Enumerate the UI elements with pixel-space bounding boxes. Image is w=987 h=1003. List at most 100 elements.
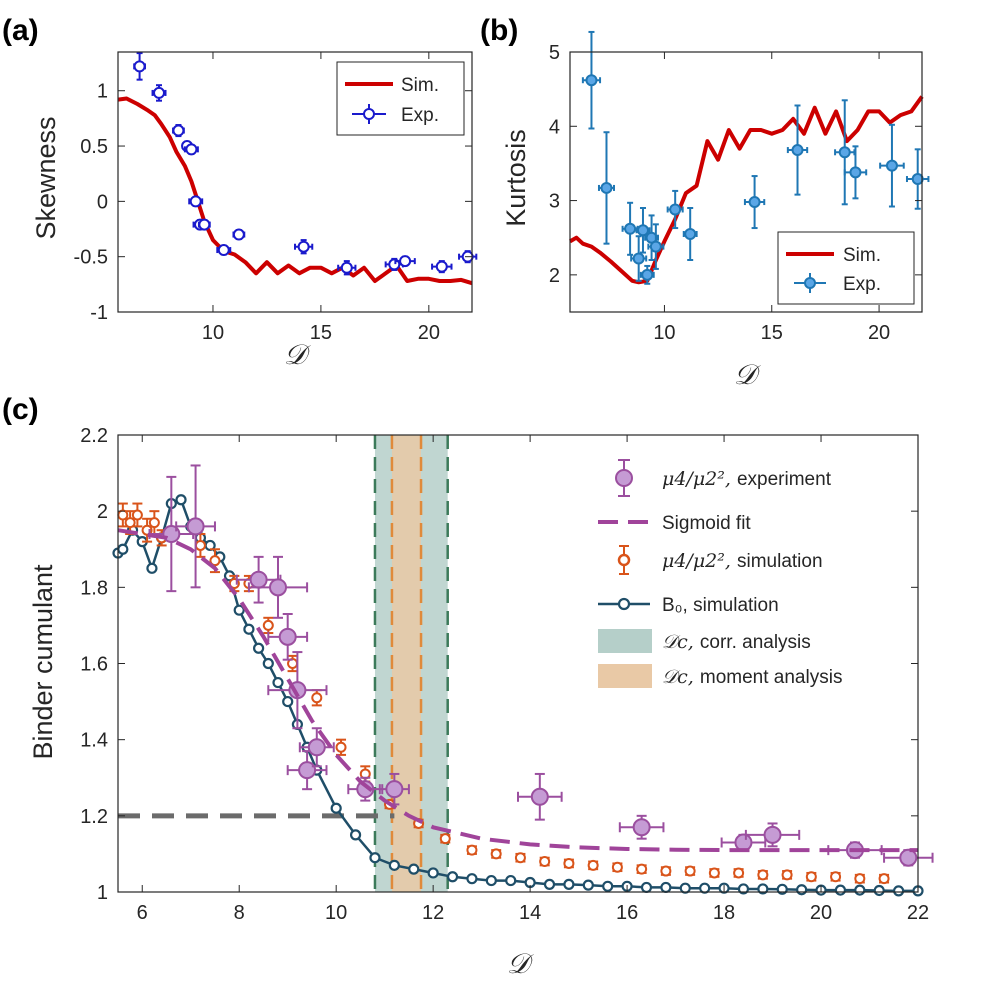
data-point-a bbox=[399, 255, 412, 268]
b0-marker bbox=[834, 884, 847, 896]
data-point-sim-c bbox=[335, 741, 347, 753]
data-point-exp-c bbox=[763, 825, 782, 844]
b0-marker bbox=[582, 879, 594, 891]
data-point-sim-c bbox=[611, 861, 623, 873]
y-tick-label-c: 1 bbox=[97, 882, 108, 904]
legend-label-c: Sigmoid fit bbox=[662, 513, 751, 534]
data-point-sim-c bbox=[311, 692, 323, 704]
legend-label-text-c: simulation bbox=[737, 551, 823, 572]
xlabel-c: 𝒟 bbox=[507, 947, 534, 980]
y-tick-label-c: 2 bbox=[97, 501, 108, 523]
legend-label-c: B₀, simulation bbox=[662, 595, 779, 616]
data-point-a bbox=[217, 244, 230, 257]
legend-box-b bbox=[777, 231, 915, 305]
x-tick-label-c: 10 bbox=[325, 902, 347, 924]
b0-marker bbox=[893, 885, 905, 897]
b0-marker bbox=[369, 852, 381, 864]
legend-label-c: 𝒟c, corr. analysis bbox=[662, 631, 811, 653]
legend-b: Sim. Exp. bbox=[777, 231, 915, 305]
legend-band-corr-swatch bbox=[598, 629, 652, 653]
y-tick-label-c: 1.2 bbox=[80, 806, 108, 828]
x-tick-label-c: 22 bbox=[907, 902, 929, 924]
data-point-a bbox=[435, 260, 448, 273]
data-point-sim-c bbox=[636, 863, 648, 875]
data-point-sim-c bbox=[781, 869, 793, 881]
legend-sim-label-b: Sim. bbox=[843, 245, 881, 266]
b0-marker bbox=[757, 883, 769, 895]
legend-label-text-c: Sigmoid fit bbox=[662, 513, 751, 534]
data-point-a bbox=[198, 218, 211, 231]
y-tick-label-a: -1 bbox=[90, 302, 108, 324]
data-point-exp-c bbox=[530, 787, 549, 806]
b0-marker bbox=[427, 867, 439, 879]
x-tick-label-a: 10 bbox=[202, 322, 224, 344]
x-tick-label-c: 18 bbox=[713, 902, 735, 924]
b0-marker bbox=[854, 884, 866, 896]
data-point-sim-c bbox=[757, 869, 769, 881]
data-point-sim-c bbox=[587, 859, 599, 871]
legend-exp-label-b: Exp. bbox=[843, 274, 881, 295]
data-point-a bbox=[172, 124, 185, 137]
data-point-b bbox=[600, 181, 613, 194]
legend-a: Sim. Exp. bbox=[336, 61, 465, 136]
x-tick-label-c: 6 bbox=[137, 902, 148, 924]
legend-sim-label-a: Sim. bbox=[401, 75, 439, 96]
data-point-sim-c bbox=[131, 509, 143, 521]
legend-label-c: 𝒟c, moment analysis bbox=[662, 666, 842, 688]
x-tick-label-c: 16 bbox=[616, 902, 638, 924]
ylabel-b: Kurtosis bbox=[501, 129, 531, 227]
b0-marker bbox=[466, 873, 478, 885]
data-point-exp-c bbox=[632, 818, 651, 837]
data-point-sim-c bbox=[805, 871, 817, 883]
data-point-b bbox=[624, 222, 637, 235]
x-tick-label-b: 20 bbox=[868, 322, 890, 344]
data-point-a bbox=[133, 60, 146, 73]
legend-label-math-c: μ4/μ2², bbox=[662, 550, 737, 572]
data-point-b bbox=[885, 159, 898, 172]
data-point-exp-c bbox=[307, 738, 326, 757]
data-point-b bbox=[641, 268, 654, 281]
data-point-sim-c bbox=[194, 539, 206, 551]
b0-marker bbox=[146, 562, 158, 574]
x-tick-label-c: 8 bbox=[234, 902, 245, 924]
b0-marker bbox=[243, 623, 255, 635]
data-point-exp-c bbox=[356, 780, 375, 799]
b0-marker bbox=[282, 695, 294, 708]
x-tick-label-a: 20 bbox=[418, 322, 440, 344]
y-tick-label-b: 5 bbox=[549, 42, 560, 64]
b0-marker bbox=[505, 874, 517, 887]
b0-marker bbox=[485, 874, 497, 887]
x-tick-label-b: 15 bbox=[761, 322, 783, 344]
data-point-b bbox=[838, 146, 851, 159]
chart-c: 6 8 10 12 14 16 18 20 22 1 1.2 1.4 1.6 1.8 2 2.2 μ4/μ2²,… bbox=[80, 425, 934, 924]
data-point-sim-c bbox=[563, 857, 575, 869]
b0-marker bbox=[175, 494, 187, 506]
data-point-sim-c bbox=[466, 844, 478, 856]
b0-marker bbox=[253, 642, 265, 654]
axes-frame-a bbox=[117, 51, 473, 313]
b0-marker bbox=[262, 657, 274, 670]
data-point-sim-c bbox=[854, 873, 866, 885]
b0-marker bbox=[388, 859, 400, 871]
b0-marker bbox=[796, 884, 808, 896]
data-point-sim-c bbox=[490, 848, 502, 860]
data-point-b bbox=[632, 252, 645, 265]
y-tick-label-a: 0.5 bbox=[80, 136, 108, 158]
xlabel-a: 𝒟 bbox=[284, 338, 311, 371]
data-point-b bbox=[636, 224, 649, 237]
data-point-sim-c bbox=[733, 867, 745, 879]
panel-label-b: (b) bbox=[480, 14, 518, 47]
x-tick-label-c: 12 bbox=[422, 902, 444, 924]
data-point-b bbox=[684, 228, 697, 240]
legend-label-text-c: corr. analysis bbox=[700, 632, 811, 653]
legend-sim-marker-c bbox=[617, 553, 631, 567]
legend-label-c: μ4/μ2², experiment bbox=[662, 468, 832, 490]
legend-label-math-c: 𝒟c, bbox=[662, 631, 700, 653]
data-point-a bbox=[232, 228, 245, 241]
x-tick-label-a: 15 bbox=[310, 322, 332, 344]
chart-b: 10 15 20 2 3 4 5 Sim. Exp. bbox=[549, 30, 930, 344]
chart-a: 10 15 20 1 0.5 0 -0.5 -1 Sim. Exp. bbox=[74, 51, 478, 344]
b0-marker bbox=[563, 878, 575, 890]
b0-marker bbox=[446, 871, 459, 883]
